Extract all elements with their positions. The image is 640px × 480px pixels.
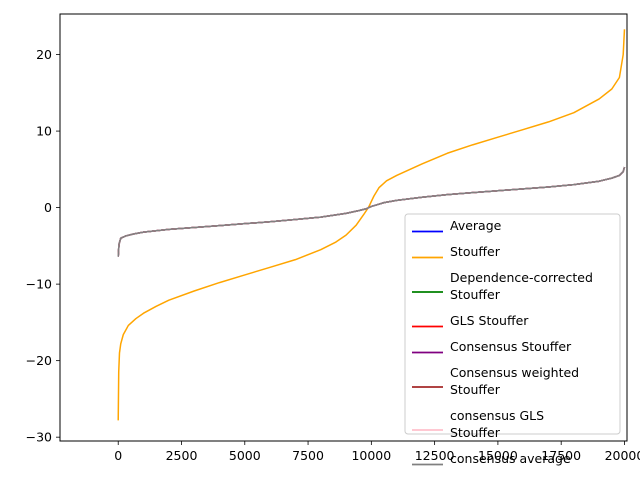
plot-area — [117, 29, 626, 421]
x-tick-label: 2500 — [166, 448, 198, 463]
legend-box — [404, 213, 621, 435]
axes-frame — [59, 13, 628, 442]
y-tick-label: −30 — [26, 430, 52, 445]
series-line-consensus-average — [117, 166, 626, 257]
y-axis: −30 −20 −10 0 10 20 — [26, 47, 60, 445]
x-axis: 0 2500 5000 7500 10000 12500 15000 17500 20000 — [114, 441, 640, 463]
x-tick-label: 17500 — [541, 448, 581, 463]
legend-label: Consensus weighted Stouffer — [450, 365, 579, 397]
legend-label: Dependence-corrected Stouffer — [450, 270, 593, 302]
x-tick-label: 20000 — [605, 448, 640, 463]
legend-label: GLS Stouffer — [450, 313, 529, 328]
legend-label: Average — [450, 218, 502, 233]
y-tick-label: −20 — [26, 353, 52, 368]
y-tick-label: 10 — [36, 124, 52, 139]
legend-label: consensus GLS Stouffer — [450, 408, 544, 440]
x-tick-label: 7500 — [292, 448, 324, 463]
x-tick-label: 12500 — [415, 448, 455, 463]
legend: Average Stouffer Dependence-corrected Stouf… — [404, 213, 621, 466]
x-tick-label: 5000 — [229, 448, 261, 463]
legend-label: Stouffer — [450, 244, 501, 259]
legend-label: Consensus Stouffer — [450, 339, 572, 354]
x-tick-label: 10000 — [351, 448, 391, 463]
y-tick-label: 20 — [36, 47, 52, 62]
y-tick-label: −10 — [26, 277, 52, 292]
y-tick-label: 0 — [44, 200, 52, 215]
x-tick-label: 15000 — [478, 448, 518, 463]
legend-label: consensus average — [450, 451, 571, 466]
x-tick-label: 0 — [114, 448, 122, 463]
series-line-stouffer — [117, 29, 626, 421]
